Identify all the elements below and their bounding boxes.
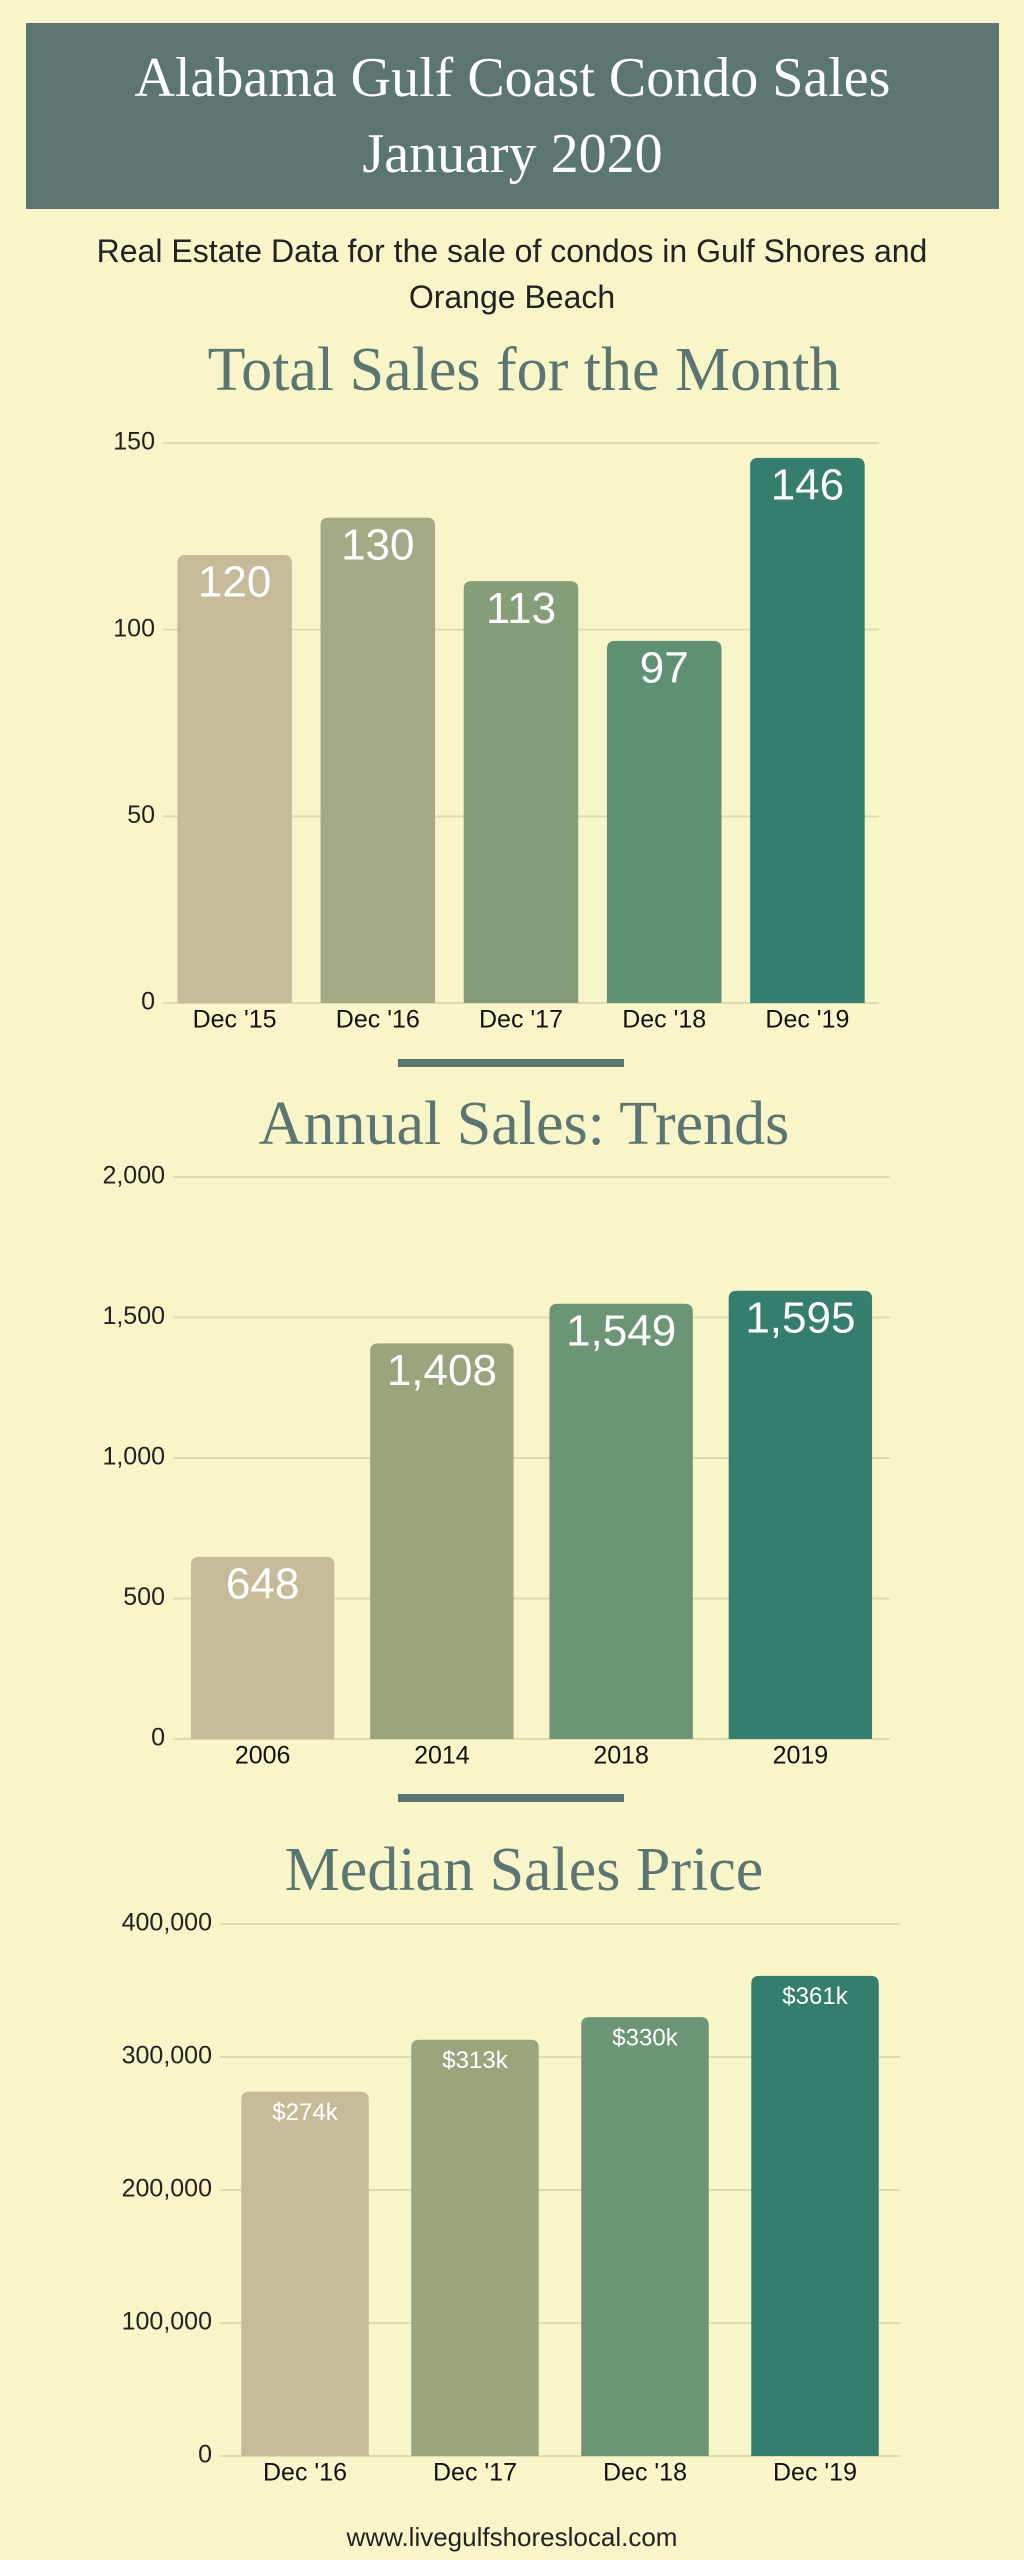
- y-tick-label: 500: [123, 1583, 165, 1611]
- x-tick-label: 2014: [414, 1742, 470, 1770]
- chart-title: Annual Sales: Trends: [259, 1090, 789, 1158]
- value-label: 97: [640, 643, 689, 692]
- header: Alabama Gulf Coast Condo Sales January 2…: [26, 23, 999, 209]
- y-tick-label: 50: [127, 801, 155, 829]
- bar: [177, 555, 292, 1003]
- x-tick-label: Dec '18: [622, 1006, 706, 1034]
- divider: [398, 1059, 624, 1067]
- y-tick-label: 1,500: [102, 1302, 165, 1330]
- value-label: 1,408: [387, 1346, 497, 1395]
- bar: [581, 2017, 709, 2456]
- y-tick-label: 0: [198, 2441, 212, 2469]
- divider: [398, 1794, 624, 1802]
- bar: [728, 1290, 873, 1739]
- value-label: $330k: [612, 2024, 678, 2051]
- y-tick-label: 100: [113, 614, 155, 642]
- bar: [750, 457, 865, 1003]
- bar: [751, 1975, 879, 2456]
- x-tick-label: 2006: [235, 1742, 291, 1770]
- x-tick-label: Dec '17: [433, 2459, 517, 2487]
- y-tick-label: 400,000: [122, 1909, 212, 1937]
- y-tick-label: 100,000: [122, 2308, 212, 2336]
- bar: [606, 640, 722, 1003]
- x-tick-label: Dec '16: [263, 2459, 347, 2487]
- subtitle: Real Estate Data for the sale of condos …: [96, 233, 928, 315]
- header-title: Alabama Gulf Coast Condo Sales January 2…: [134, 47, 891, 185]
- y-tick-label: 0: [151, 1724, 165, 1752]
- value-label: $361k: [782, 1983, 848, 2010]
- x-tick-label: Dec '17: [479, 1006, 563, 1034]
- value-label: $274k: [272, 2099, 338, 2126]
- y-tick-label: 150: [113, 428, 155, 456]
- y-tick-label: 2,000: [102, 1162, 165, 1190]
- x-tick-label: 2019: [773, 1742, 829, 1770]
- x-tick-label: Dec '18: [603, 2459, 687, 2487]
- value-label: 1,549: [566, 1306, 676, 1355]
- footer: www.livegulfshoreslocal.com: [346, 2522, 678, 2552]
- bar: [190, 1556, 335, 1739]
- bar: [411, 2039, 539, 2456]
- x-tick-label: Dec '16: [336, 1006, 420, 1034]
- bar: [320, 517, 436, 1003]
- x-tick-label: 2018: [593, 1742, 649, 1770]
- value-label: 120: [198, 558, 271, 607]
- x-tick-label: Dec '19: [765, 1006, 849, 1034]
- bar: [463, 581, 579, 1003]
- x-tick-label: Dec '15: [193, 1006, 277, 1034]
- chart-title: Median Sales Price: [285, 1836, 764, 1904]
- value-label: 648: [226, 1560, 299, 1609]
- value-label: $313k: [442, 2047, 508, 2074]
- value-label: 146: [771, 461, 844, 510]
- y-tick-label: 1,000: [102, 1443, 165, 1471]
- chart-title: Total Sales for the Month: [208, 336, 841, 404]
- value-label: 130: [341, 520, 414, 569]
- bar: [370, 1343, 514, 1739]
- value-label: 113: [486, 584, 556, 633]
- y-tick-label: 300,000: [122, 2042, 212, 2070]
- bar: [241, 2091, 369, 2456]
- y-tick-label: 0: [141, 988, 155, 1016]
- value-label: 1,595: [745, 1293, 855, 1342]
- x-tick-label: Dec '19: [773, 2459, 857, 2487]
- bar: [549, 1303, 693, 1739]
- y-tick-label: 200,000: [122, 2175, 212, 2203]
